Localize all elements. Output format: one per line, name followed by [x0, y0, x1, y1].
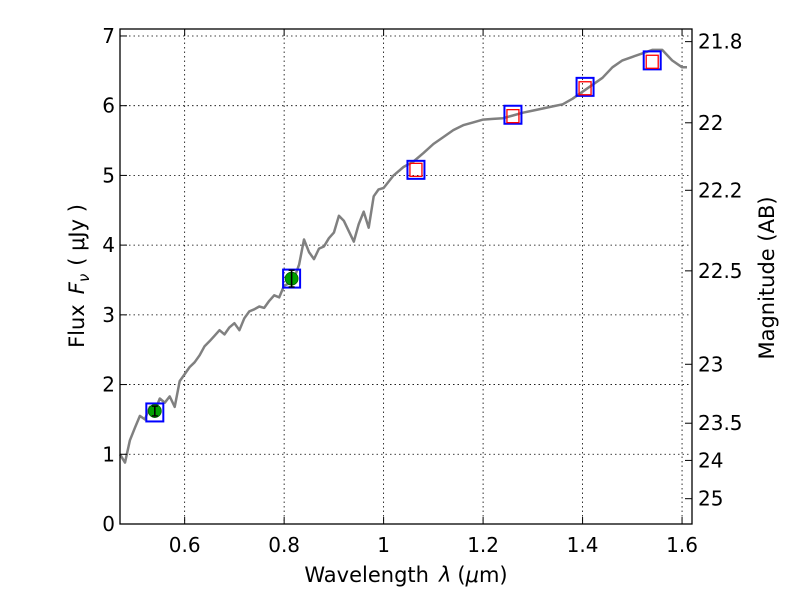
y-tick-label: 2	[102, 373, 115, 397]
x-axis-label: Wavelength λ (μm)	[304, 563, 507, 587]
plot-frame	[119, 28, 693, 525]
mag-tick-label: 23	[698, 352, 723, 376]
mag-tick-label: 22	[698, 111, 723, 135]
x-tick-label: 0.6	[169, 533, 201, 557]
y-tick-label: 3	[102, 303, 115, 327]
grid-lines	[120, 29, 692, 525]
model-photometry-marker	[145, 402, 165, 423]
y-tick-label: 4	[102, 233, 115, 257]
upper-limit-marker	[409, 162, 423, 177]
x-tick-label: 0.8	[268, 533, 300, 557]
x-tick-label: 1.6	[666, 533, 698, 557]
upper-limit-marker	[645, 54, 659, 69]
model-photometry-marker	[503, 104, 523, 125]
x-tick-label: 1	[377, 533, 390, 557]
model-photometry-marker	[406, 159, 426, 180]
model-layer	[118, 48, 687, 464]
upper-limit-marker	[578, 81, 592, 96]
y2-axis-label: Magnitude (AB)	[755, 196, 779, 359]
model-photometry-marker	[575, 76, 595, 97]
mag-tick-label: 24	[698, 448, 723, 472]
upper-limit-marker	[506, 108, 520, 124]
x-tick-label: 1.4	[567, 533, 599, 557]
model-photometry-marker	[642, 50, 662, 71]
y-tick-label: 1	[102, 442, 115, 466]
mag-tick-label: 22.5	[698, 259, 743, 283]
mag-tick-label: 23.5	[698, 411, 743, 435]
mag-tick-label: 22.2	[698, 178, 743, 202]
photometry-markers	[145, 50, 662, 423]
y-tick-label: 6	[102, 94, 115, 118]
y-tick-label: 5	[102, 163, 115, 187]
y-tick-label: 0	[102, 512, 115, 536]
x-tick-label: 1.2	[467, 533, 499, 557]
mag-tick-label: 21.8	[698, 30, 743, 54]
mag-tick-label: 25	[698, 487, 723, 511]
y-tick-label: 7	[102, 24, 115, 48]
model-spectrum-line	[118, 48, 687, 464]
y-axis-label: FluxFν( μJy )	[65, 204, 93, 348]
